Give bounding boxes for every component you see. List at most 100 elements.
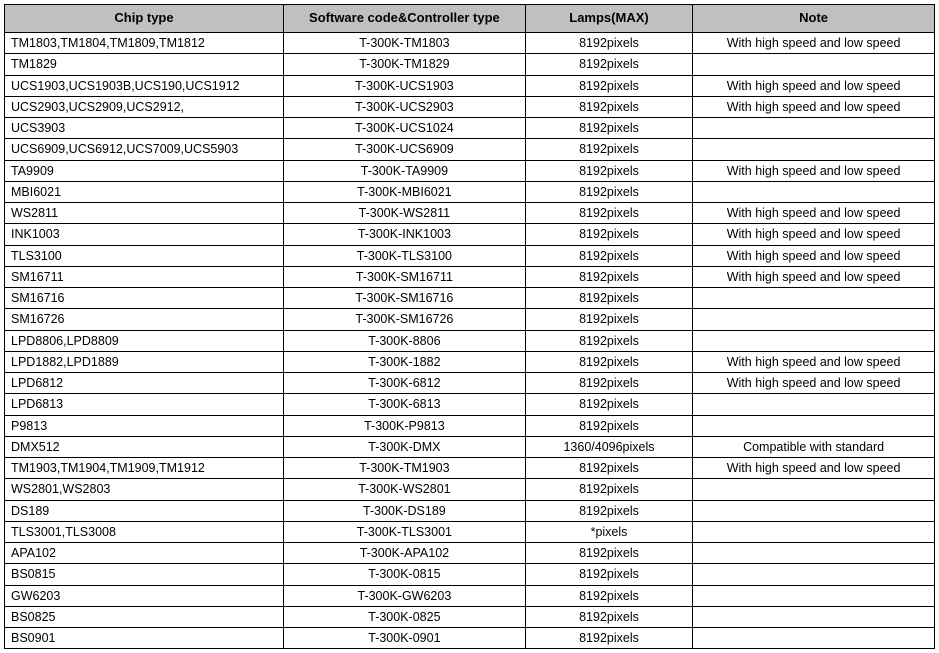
cell-chip-type: LPD6813 [5, 394, 284, 415]
cell-chip-type: P9813 [5, 415, 284, 436]
cell-note: With high speed and low speed [693, 266, 935, 287]
cell-chip-type: WS2801,WS2803 [5, 479, 284, 500]
cell-lamps-max: 8192pixels [525, 245, 692, 266]
table-row: BS0825T-300K-08258192pixels [5, 606, 935, 627]
cell-note: With high speed and low speed [693, 351, 935, 372]
cell-software-code: T-300K-WS2811 [284, 203, 526, 224]
cell-chip-type: DMX512 [5, 436, 284, 457]
cell-note [693, 479, 935, 500]
cell-chip-type: UCS1903,UCS1903B,UCS190,UCS1912 [5, 75, 284, 96]
cell-lamps-max: 8192pixels [525, 564, 692, 585]
cell-software-code: T-300K-UCS1024 [284, 118, 526, 139]
cell-note: With high speed and low speed [693, 245, 935, 266]
cell-lamps-max: 8192pixels [525, 543, 692, 564]
cell-chip-type: SM16726 [5, 309, 284, 330]
table-row: TM1803,TM1804,TM1809,TM1812T-300K-TM1803… [5, 33, 935, 54]
cell-note [693, 118, 935, 139]
table-row: APA102T-300K-APA1028192pixels [5, 543, 935, 564]
table-row: SM16726T-300K-SM167268192pixels [5, 309, 935, 330]
table-row: UCS1903,UCS1903B,UCS190,UCS1912T-300K-UC… [5, 75, 935, 96]
col-header-code: Software code&Controller type [284, 5, 526, 33]
cell-note: With high speed and low speed [693, 458, 935, 479]
cell-lamps-max: 8192pixels [525, 373, 692, 394]
cell-chip-type: TM1803,TM1804,TM1809,TM1812 [5, 33, 284, 54]
table-row: P9813T-300K-P98138192pixels [5, 415, 935, 436]
cell-lamps-max: 8192pixels [525, 118, 692, 139]
table-row: DMX512T-300K-DMX1360/4096pixelsCompatibl… [5, 436, 935, 457]
col-header-note: Note [693, 5, 935, 33]
table-row: BS0901T-300K-09018192pixels [5, 628, 935, 649]
cell-note [693, 585, 935, 606]
cell-note [693, 628, 935, 649]
cell-software-code: T-300K-UCS2903 [284, 96, 526, 117]
table-row: DS189T-300K-DS1898192pixels [5, 500, 935, 521]
cell-chip-type: BS0901 [5, 628, 284, 649]
cell-lamps-max: 8192pixels [525, 585, 692, 606]
table-row: TLS3001,TLS3008T-300K-TLS3001*pixels [5, 521, 935, 542]
table-row: TLS3100T-300K-TLS31008192pixelsWith high… [5, 245, 935, 266]
cell-chip-type: INK1003 [5, 224, 284, 245]
chip-compat-table: Chip type Software code&Controller type … [4, 4, 935, 649]
cell-software-code: T-300K-0825 [284, 606, 526, 627]
cell-chip-type: LPD1882,LPD1889 [5, 351, 284, 372]
table-header: Chip type Software code&Controller type … [5, 5, 935, 33]
cell-software-code: T-300K-0901 [284, 628, 526, 649]
cell-lamps-max: 8192pixels [525, 160, 692, 181]
cell-lamps-max: 8192pixels [525, 458, 692, 479]
cell-chip-type: LPD6812 [5, 373, 284, 394]
cell-note: With high speed and low speed [693, 373, 935, 394]
table-row: TM1829T-300K-TM18298192pixels [5, 54, 935, 75]
cell-chip-type: TM1903,TM1904,TM1909,TM1912 [5, 458, 284, 479]
table-row: TA9909T-300K-TA99098192pixelsWith high s… [5, 160, 935, 181]
cell-lamps-max: 8192pixels [525, 606, 692, 627]
cell-chip-type: MBI6021 [5, 181, 284, 202]
cell-lamps-max: 8192pixels [525, 139, 692, 160]
table-row: UCS3903T-300K-UCS10248192pixels [5, 118, 935, 139]
cell-chip-type: TLS3100 [5, 245, 284, 266]
cell-lamps-max: 8192pixels [525, 330, 692, 351]
cell-note: With high speed and low speed [693, 33, 935, 54]
cell-chip-type: WS2811 [5, 203, 284, 224]
cell-software-code: T-300K-DMX [284, 436, 526, 457]
cell-lamps-max: 8192pixels [525, 351, 692, 372]
cell-note [693, 543, 935, 564]
cell-lamps-max: 8192pixels [525, 309, 692, 330]
cell-software-code: T-300K-SM16716 [284, 288, 526, 309]
cell-software-code: T-300K-1882 [284, 351, 526, 372]
cell-software-code: T-300K-SM16726 [284, 309, 526, 330]
cell-chip-type: DS189 [5, 500, 284, 521]
cell-software-code: T-300K-UCS6909 [284, 139, 526, 160]
cell-chip-type: BS0825 [5, 606, 284, 627]
cell-software-code: T-300K-APA102 [284, 543, 526, 564]
cell-lamps-max: 8192pixels [525, 500, 692, 521]
cell-lamps-max: 8192pixels [525, 288, 692, 309]
cell-note: With high speed and low speed [693, 160, 935, 181]
cell-note [693, 139, 935, 160]
cell-software-code: T-300K-6813 [284, 394, 526, 415]
table-row: SM16716T-300K-SM167168192pixels [5, 288, 935, 309]
cell-lamps-max: 8192pixels [525, 203, 692, 224]
cell-chip-type: TLS3001,TLS3008 [5, 521, 284, 542]
cell-note [693, 415, 935, 436]
cell-chip-type: BS0815 [5, 564, 284, 585]
cell-lamps-max: 8192pixels [525, 96, 692, 117]
cell-lamps-max: 8192pixels [525, 75, 692, 96]
cell-chip-type: GW6203 [5, 585, 284, 606]
table-row: LPD6812T-300K-68128192pixelsWith high sp… [5, 373, 935, 394]
cell-lamps-max: 8192pixels [525, 394, 692, 415]
cell-software-code: T-300K-TLS3100 [284, 245, 526, 266]
table-body: TM1803,TM1804,TM1809,TM1812T-300K-TM1803… [5, 33, 935, 649]
cell-software-code: T-300K-6812 [284, 373, 526, 394]
cell-lamps-max: 8192pixels [525, 266, 692, 287]
cell-software-code: T-300K-0815 [284, 564, 526, 585]
table-row: LPD6813T-300K-68138192pixels [5, 394, 935, 415]
table-row: MBI6021T-300K-MBI60218192pixels [5, 181, 935, 202]
cell-chip-type: LPD8806,LPD8809 [5, 330, 284, 351]
cell-software-code: T-300K-TM1803 [284, 33, 526, 54]
table-row: UCS6909,UCS6912,UCS7009,UCS5903T-300K-UC… [5, 139, 935, 160]
cell-note [693, 54, 935, 75]
cell-chip-type: UCS6909,UCS6912,UCS7009,UCS5903 [5, 139, 284, 160]
col-header-chip: Chip type [5, 5, 284, 33]
cell-lamps-max: *pixels [525, 521, 692, 542]
cell-note [693, 606, 935, 627]
